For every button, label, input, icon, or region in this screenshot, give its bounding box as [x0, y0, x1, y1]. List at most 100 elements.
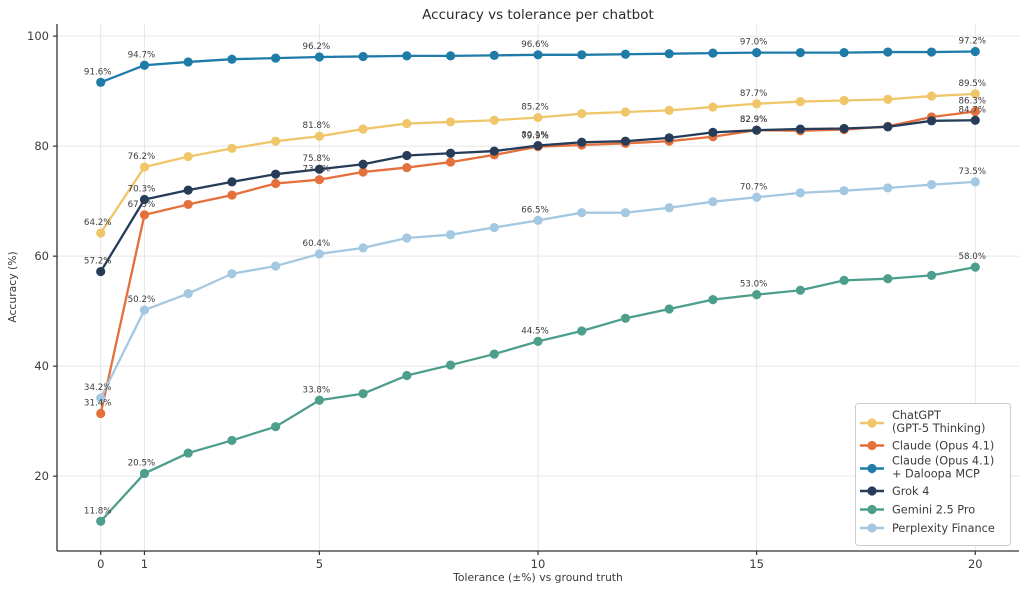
x-tick-label: 1	[141, 557, 148, 571]
data-point	[96, 408, 106, 419]
y-tick-label: 20	[34, 469, 49, 483]
series-chatgpt-gpt-5-thinking	[96, 89, 980, 238]
point-label: 44.5%	[521, 326, 549, 336]
data-point	[577, 137, 587, 147]
data-point	[795, 188, 805, 198]
data-point	[271, 53, 281, 63]
point-label: 73.9%	[303, 165, 331, 175]
data-point	[402, 118, 412, 129]
data-point	[620, 49, 631, 59]
legend-label: + Daloopa MCP	[892, 468, 980, 481]
legend-label: Perplexity Finance	[892, 522, 995, 535]
data-point	[839, 186, 849, 196]
point-label: 31.4%	[84, 398, 112, 408]
data-point	[96, 77, 106, 87]
data-point	[533, 140, 543, 151]
data-point	[489, 115, 499, 125]
x-tick-label: 20	[968, 557, 983, 571]
data-point	[533, 215, 543, 225]
point-label: 11.8%	[84, 506, 112, 516]
data-point	[970, 46, 980, 57]
x-tick-label: 0	[97, 557, 104, 571]
data-point	[183, 151, 193, 162]
data-point	[664, 49, 674, 59]
point-label: 85.2%	[521, 103, 549, 113]
y-tick-label: 40	[34, 359, 49, 373]
data-point	[795, 124, 805, 134]
data-point	[139, 60, 150, 70]
data-point	[271, 169, 281, 179]
data-point	[183, 288, 193, 299]
data-point	[620, 313, 631, 323]
point-label: 70.7%	[740, 182, 768, 192]
data-point	[620, 136, 631, 146]
data-point	[752, 48, 762, 58]
data-point	[795, 285, 805, 295]
data-point	[314, 52, 324, 62]
point-label: 33.8%	[303, 385, 331, 395]
x-tick-label: 15	[749, 557, 764, 571]
data-point	[577, 109, 587, 119]
point-label: 73.5%	[958, 167, 986, 177]
point-label: 75.8%	[303, 154, 331, 164]
data-point	[664, 133, 674, 143]
data-point	[533, 50, 543, 60]
data-point	[227, 269, 237, 279]
data-point	[926, 116, 937, 126]
data-point	[358, 243, 368, 253]
data-point	[926, 47, 937, 57]
data-point	[139, 194, 150, 205]
data-point	[183, 185, 193, 195]
data-point	[664, 105, 674, 115]
data-point	[883, 274, 893, 284]
legend-item-claude-opus-4-1-daloopa-mcp: Claude (Opus 4.1) + Daloopa MCP	[860, 455, 994, 481]
series-gemini-2-5-pro	[96, 262, 980, 526]
legend-marker	[867, 523, 877, 533]
point-label: 64.2%	[84, 218, 112, 228]
point-label: 97.2%	[958, 37, 986, 47]
data-point	[314, 131, 324, 141]
data-point	[96, 228, 106, 238]
data-point	[139, 210, 150, 220]
data-point-labels: 64.2% 76.2% 81.8% 85.2% 87.7% 89.5% 31.4% 67.5%…	[84, 37, 986, 517]
legend-item-grok-4: Grok 4	[860, 485, 929, 498]
data-point	[314, 164, 324, 174]
data-point	[402, 162, 412, 173]
data-point	[926, 91, 937, 101]
point-label: 67.5%	[128, 200, 156, 210]
data-point	[96, 516, 106, 526]
point-label: 86.3%	[958, 96, 986, 106]
point-label: 20.5%	[128, 458, 156, 468]
data-point	[227, 177, 237, 187]
data-point	[708, 48, 718, 58]
y-tick-label: 80	[34, 139, 49, 153]
data-point	[752, 192, 762, 202]
data-point	[139, 468, 150, 479]
data-point	[883, 183, 893, 193]
point-label: 58.0%	[958, 252, 986, 262]
data-point	[358, 389, 368, 399]
data-point	[795, 96, 805, 107]
data-point	[970, 89, 980, 99]
data-point	[402, 370, 412, 381]
data-point	[271, 178, 281, 189]
legend-marker	[867, 440, 877, 451]
point-label: 70.3%	[128, 184, 156, 194]
point-label: 66.5%	[521, 205, 549, 215]
point-label: 76.2%	[128, 152, 156, 162]
data-point	[445, 51, 456, 61]
point-label: 60.4%	[303, 239, 331, 249]
data-point	[839, 95, 849, 106]
x-axis-label: Tolerance (±%) vs ground truth	[452, 571, 623, 584]
legend-label: Claude (Opus 4.1)	[892, 455, 994, 468]
legend-label: (GPT-5 Thinking)	[892, 422, 985, 435]
point-label: 80.1%	[521, 131, 549, 141]
legend-label: Grok 4	[892, 485, 929, 498]
point-label: 96.2%	[303, 42, 331, 52]
legend: ChatGPT(GPT-5 Thinking) Claude (Opus 4.1)…	[855, 403, 1011, 546]
series-grok-4	[96, 115, 980, 277]
data-point	[358, 167, 368, 177]
point-label: 82.9%	[740, 115, 768, 125]
legend-item-chatgpt-gpt-5-thinking: ChatGPT(GPT-5 Thinking)	[860, 409, 985, 435]
